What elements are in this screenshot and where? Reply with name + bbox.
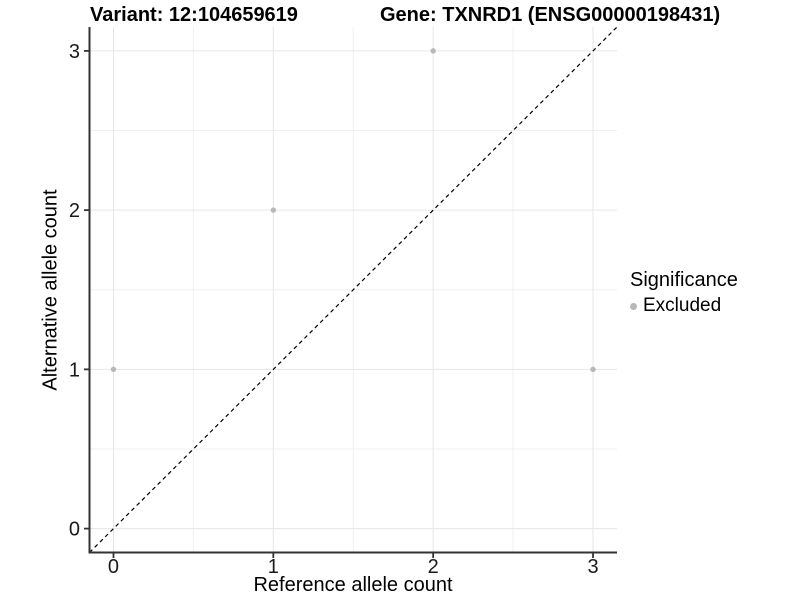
legend: Significance Excluded	[630, 268, 738, 317]
x-tick-label: 3	[587, 556, 598, 578]
y-tick-label: 3	[69, 41, 80, 63]
x-tick-label: 2	[428, 556, 439, 578]
data-point	[110, 366, 117, 373]
x-tick-label: 1	[268, 556, 279, 578]
x-axis-title: Reference allele count	[253, 574, 453, 596]
data-point	[590, 366, 596, 373]
identity-dashed-line	[89, 26, 618, 553]
y-tick-label: 2	[69, 200, 80, 222]
data-point	[430, 48, 436, 54]
data-point	[270, 207, 277, 213]
y-axis-title: Alternative allele count	[39, 189, 62, 391]
legend-item-label: Excluded	[643, 295, 722, 316]
x-tick-label: 0	[108, 556, 119, 578]
y-tick-label: 1	[69, 359, 80, 381]
y-tick-label: 0	[69, 519, 80, 541]
legend-point-icon	[630, 302, 637, 310]
gene-title: Gene: TXNRD1 (ENSG00000198431)	[380, 4, 721, 26]
legend-title: Significance	[630, 269, 738, 291]
legend-item-excluded: Excluded	[630, 295, 738, 317]
variant-title: Variant: 12:104659619	[90, 4, 298, 26]
